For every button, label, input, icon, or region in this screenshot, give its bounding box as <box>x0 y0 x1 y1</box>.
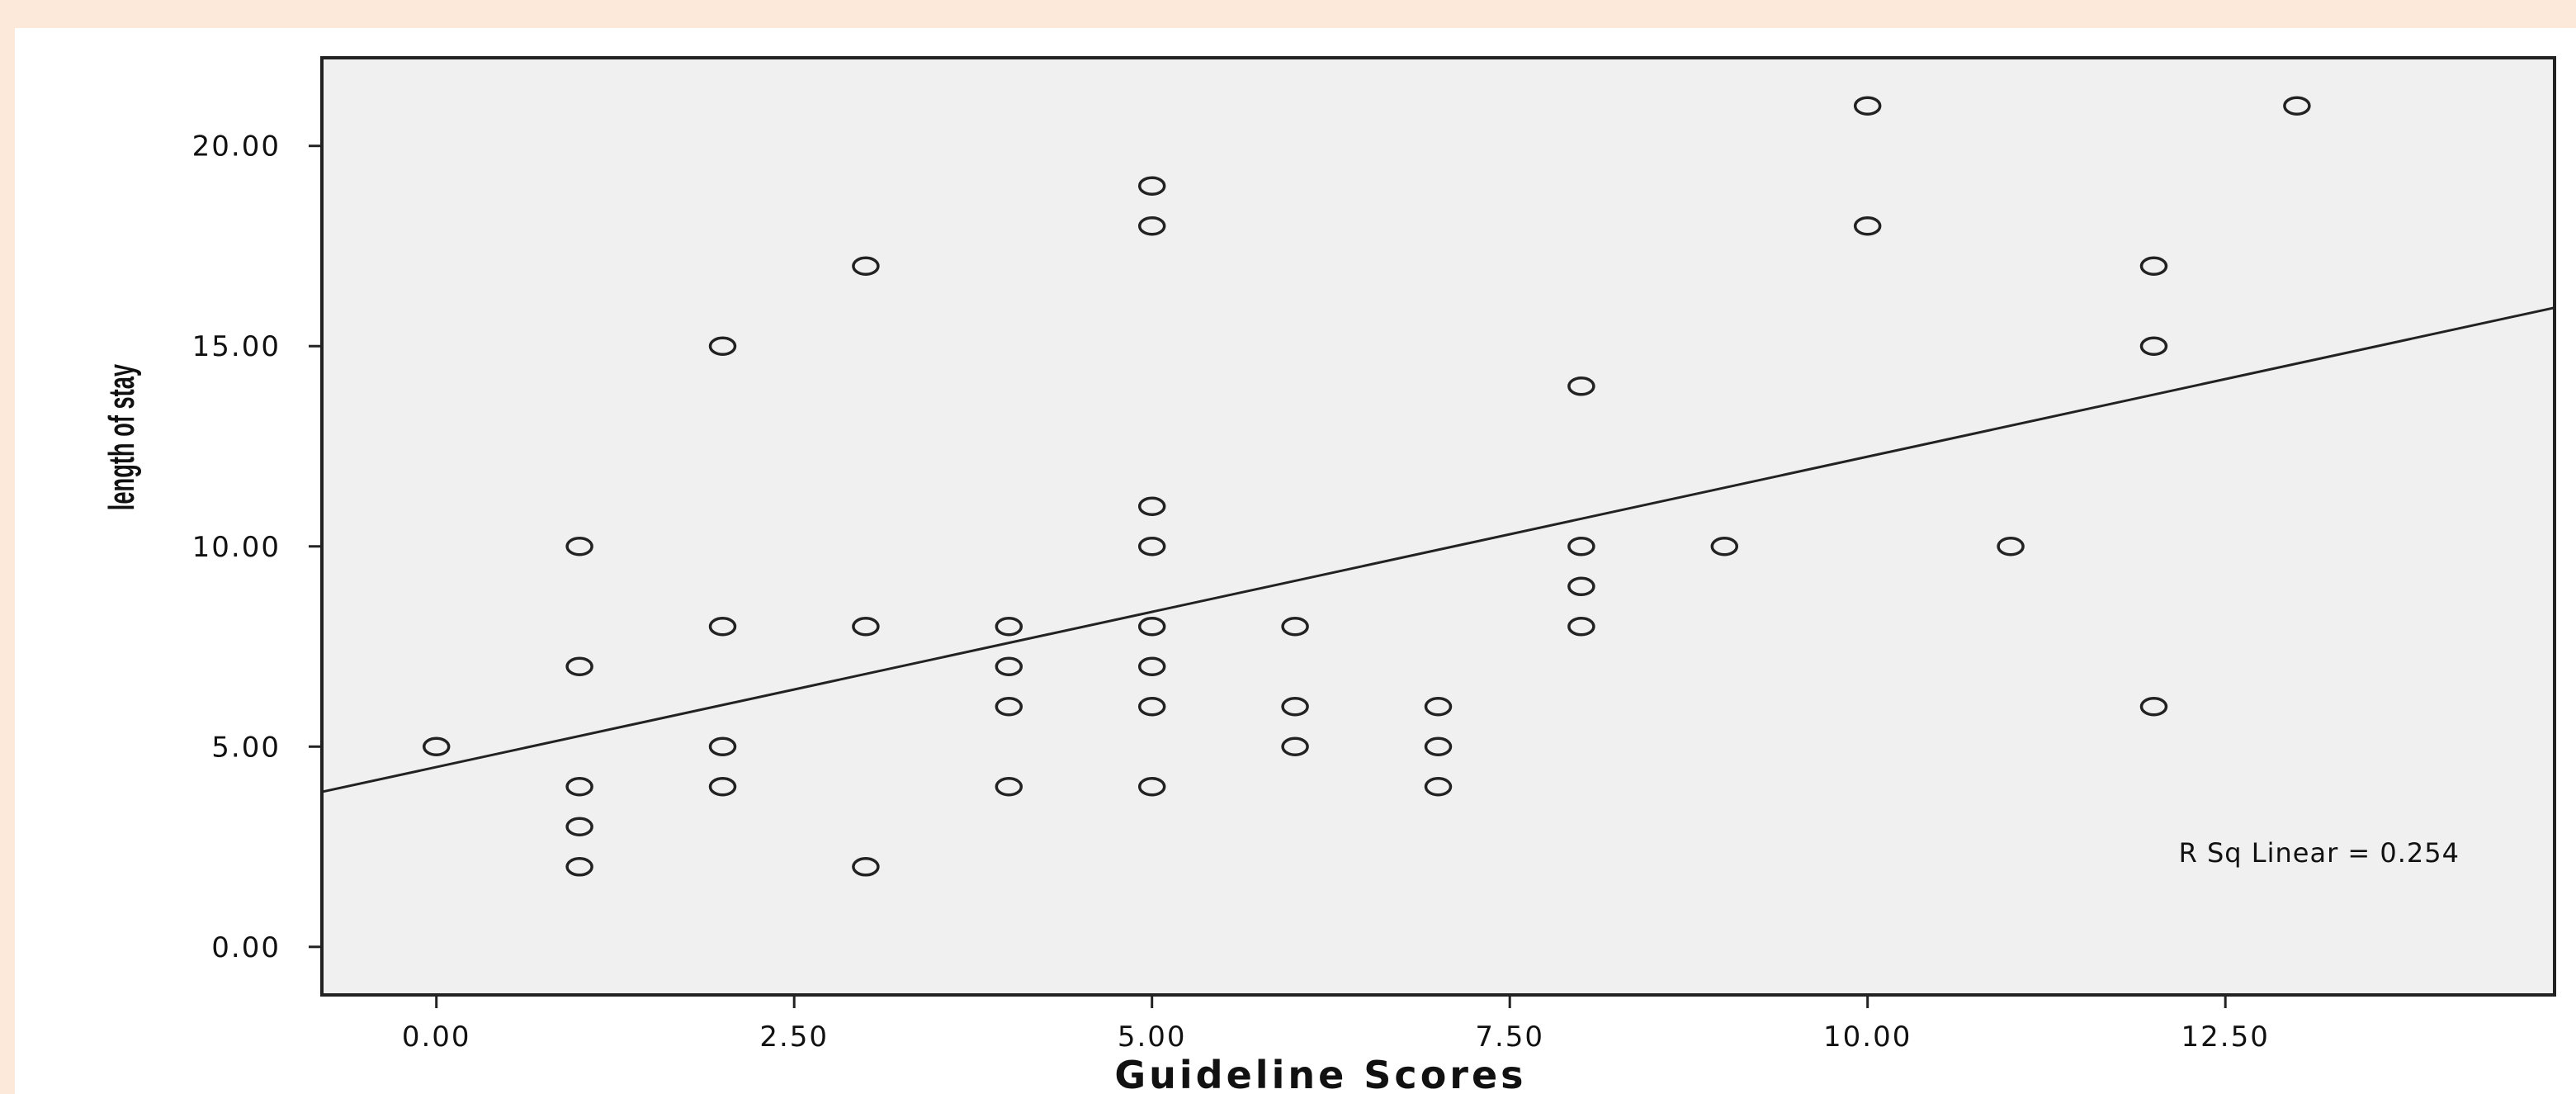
data-point-29 <box>1424 736 1453 757</box>
data-point-38 <box>1997 537 2025 556</box>
y-axis-label: length of stay <box>101 363 141 510</box>
data-point-36 <box>1853 96 1882 116</box>
data-point-6 <box>708 336 737 356</box>
data-point-11 <box>852 617 880 637</box>
data-point-28 <box>1424 697 1453 717</box>
data-point-1 <box>565 537 593 556</box>
plot-area <box>320 56 2556 997</box>
y-tick-label-1: 5.00 <box>211 731 281 764</box>
data-point-41 <box>2139 697 2168 717</box>
y-tick-label-0: 0.00 <box>211 931 281 964</box>
data-point-0 <box>422 736 451 757</box>
data-point-34 <box>1567 617 1595 637</box>
data-point-15 <box>995 697 1023 717</box>
data-point-24 <box>1137 777 1166 797</box>
data-point-40 <box>2139 336 2168 356</box>
y-tick-label-4: 20.00 <box>192 130 281 163</box>
data-point-9 <box>708 777 737 797</box>
data-point-19 <box>1137 496 1166 516</box>
data-point-21 <box>1137 617 1166 637</box>
data-point-17 <box>1137 176 1166 196</box>
data-point-26 <box>1281 697 1309 717</box>
data-point-14 <box>995 656 1023 677</box>
data-point-2 <box>565 656 593 677</box>
x-tick-label-3: 7.50 <box>1475 1021 1544 1054</box>
data-point-18 <box>1137 215 1166 236</box>
r-squared-annotation: R Sq Linear = 0.254 <box>2179 837 2460 869</box>
x-tick-label-0: 0.00 <box>402 1021 471 1054</box>
data-point-37 <box>1853 215 1882 236</box>
data-point-27 <box>1281 736 1309 757</box>
data-point-13 <box>995 617 1023 637</box>
data-point-39 <box>2139 256 2168 276</box>
data-point-25 <box>1281 617 1309 637</box>
data-point-8 <box>708 736 737 757</box>
data-point-23 <box>1137 697 1166 717</box>
data-point-16 <box>995 777 1023 797</box>
data-point-30 <box>1424 777 1453 797</box>
data-point-7 <box>708 617 737 637</box>
data-point-33 <box>1567 576 1595 597</box>
x-tick-label-4: 10.00 <box>1823 1021 1912 1054</box>
x-axis-label: Guideline Scores <box>1114 1053 1526 1094</box>
y-tick-label-3: 15.00 <box>192 330 281 363</box>
data-point-3 <box>565 777 593 797</box>
x-tick-label-2: 5.00 <box>1118 1021 1187 1054</box>
data-point-42 <box>2283 96 2311 116</box>
data-point-32 <box>1567 537 1595 556</box>
data-point-12 <box>852 857 880 877</box>
data-point-22 <box>1137 656 1166 677</box>
fit-line <box>321 306 2555 793</box>
data-point-4 <box>565 817 593 837</box>
y-tick-label-2: 10.00 <box>192 531 281 564</box>
data-point-5 <box>565 857 593 877</box>
x-tick-label-1: 2.50 <box>759 1021 829 1054</box>
data-point-10 <box>852 256 880 276</box>
data-point-35 <box>1710 537 1739 556</box>
x-tick-label-5: 12.50 <box>2181 1021 2270 1054</box>
data-point-31 <box>1567 376 1595 396</box>
data-point-20 <box>1137 537 1166 556</box>
